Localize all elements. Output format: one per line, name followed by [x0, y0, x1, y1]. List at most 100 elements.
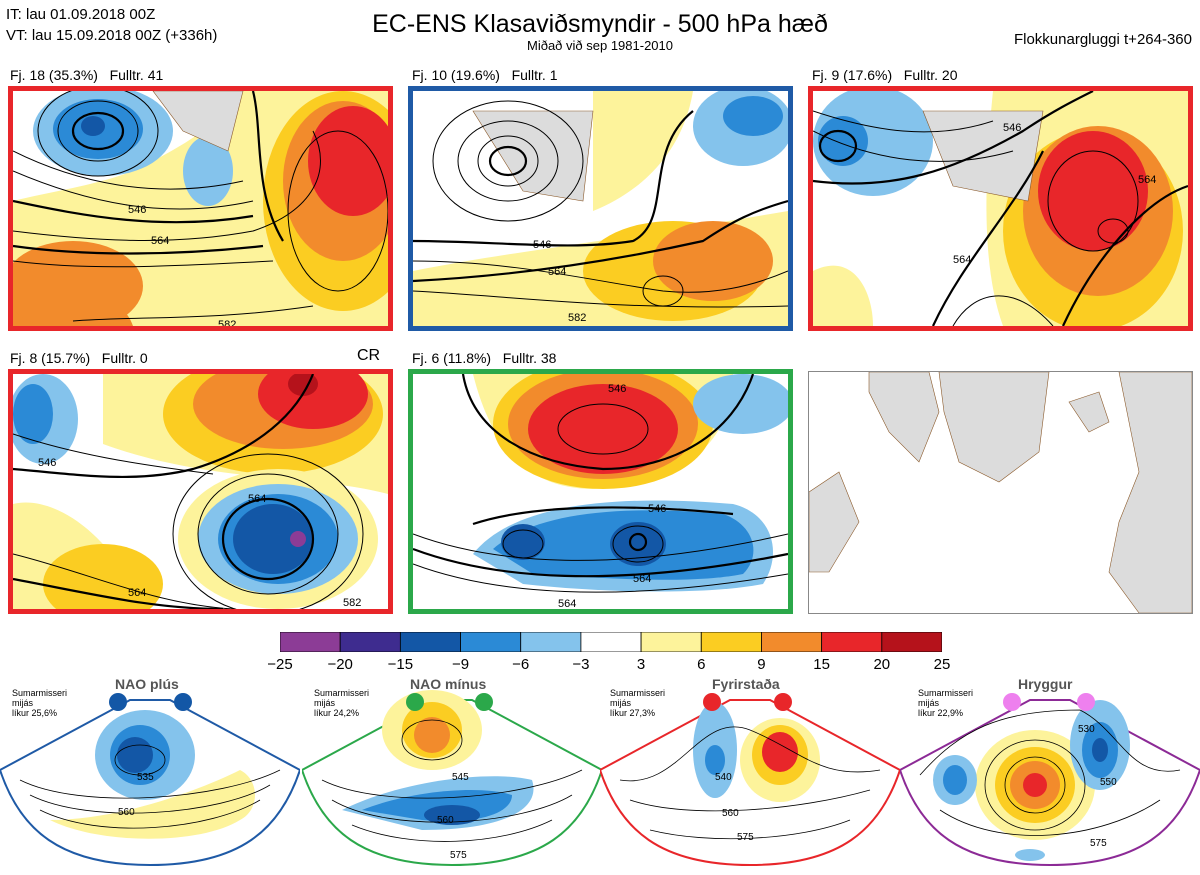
contour-label: 564 [1138, 174, 1156, 186]
warm-anomaly [13, 241, 143, 326]
map-1-svg: 546 564 582 [13, 91, 388, 326]
warm-anomaly-core [1038, 131, 1148, 251]
colorbar-swatch [881, 631, 943, 653]
page-subtitle: Miðað við sep 1981-2010 [527, 38, 673, 53]
regime-contour: 560 [118, 807, 135, 818]
colorbar-tick-label: −25 [267, 656, 293, 673]
panel-4-label: Fj. 8 (15.7%) Fulltr. 0 [10, 350, 148, 366]
regime-season: Sumarmisseri [12, 688, 68, 698]
regime-style: mijás [610, 698, 632, 708]
contour-label: 564 [151, 235, 169, 247]
colorbar-swatch [339, 631, 401, 653]
regime-contour: 535 [137, 772, 154, 783]
contour-label: 564 [128, 587, 146, 599]
reference-map-svg [809, 372, 1192, 613]
contour-label: 564 [633, 573, 651, 585]
colorbar-tick-label: 6 [697, 656, 706, 673]
regime-contour: 560 [437, 815, 454, 826]
regime-3-svg: 540 560 575 [598, 693, 902, 867]
map-2-svg: 546 564 582 [413, 91, 788, 326]
regime-contour: 530 [1078, 724, 1095, 735]
colorbar-tick-label: 15 [813, 656, 830, 673]
landmass-north-america [868, 372, 940, 463]
warm-anomaly [528, 384, 678, 474]
regime-title: Hryggur [1018, 676, 1073, 692]
regime-style: mijás [12, 698, 34, 708]
panel-3-label: Fj. 9 (17.6%) Fulltr. 20 [812, 67, 958, 83]
panel-2-label: Fj. 10 (19.6%) Fulltr. 1 [412, 67, 558, 83]
regime-contour: 550 [1100, 777, 1117, 788]
colorbar-swatch [399, 631, 461, 653]
contour-label: 546 [38, 457, 56, 469]
cold-anomaly [818, 116, 868, 166]
regime-style: mijás [918, 698, 940, 708]
panel-1-label: Fj. 18 (35.3%) Fulltr. 41 [10, 67, 164, 83]
colorbar-swatch [279, 631, 341, 653]
regime-contour: 575 [1090, 838, 1107, 849]
regime-contour: 560 [722, 808, 739, 819]
warm-anomaly [653, 221, 773, 301]
cold-anomaly [233, 504, 313, 574]
valid-time: VT: lau 15.09.2018 00Z (+336h) [6, 27, 218, 44]
regime-contour: 575 [450, 850, 467, 861]
colorbar-swatch [460, 631, 522, 653]
colorbar-tick-label: −20 [327, 656, 353, 673]
colorbar [279, 631, 943, 653]
contour-label: 546 [1003, 122, 1021, 134]
contour-label: 582 [218, 319, 236, 326]
regime-ridge[interactable]: 530 550 575 Sumarmisseri mijás líkur 22,… [898, 670, 1200, 870]
regime-blocking[interactable]: 540 560 575 Sumarmisseri mijás líkur 27,… [598, 670, 902, 870]
colorbar-tick-label: 20 [873, 656, 891, 673]
colorbar-tick-label: 9 [757, 656, 766, 673]
contour-label: 564 [248, 493, 266, 505]
colorbar-tick-label: 25 [933, 656, 951, 673]
regime-contour: 545 [452, 772, 469, 783]
colorbar-swatch [821, 631, 883, 653]
map-4-svg: 546 564 564 582 [13, 374, 388, 609]
colorbar-tick-label: −9 [451, 656, 470, 673]
contour-label: 582 [343, 597, 361, 609]
regime-title: NAO mínus [410, 676, 487, 692]
landmass-europe [1108, 372, 1192, 613]
colorbar-tick-label: −15 [387, 656, 414, 673]
header-info: IT: lau 01.09.2018 00Z VT: lau 15.09.201… [6, 4, 217, 46]
contour-label: 564 [558, 598, 576, 609]
regime-nao-minus[interactable]: 545 560 575 Sumarmisseri mijás líkur 24,… [300, 670, 604, 870]
landmass-greenland [938, 372, 1050, 483]
regime-probability: líkur 27,3% [610, 708, 656, 718]
colorbar-svg [279, 631, 943, 653]
colorbar-tick-label: −3 [572, 656, 590, 673]
classification-window: Flokkunargluggi t+264-360 [1013, 31, 1192, 48]
regime-season: Sumarmisseri [918, 688, 974, 698]
contour-label: 546 [128, 204, 146, 216]
regime-title: Fyrirstaða [712, 676, 780, 692]
regime-1-svg: 535 560 [0, 693, 302, 867]
reference-map [808, 371, 1193, 614]
regime-contour: 575 [737, 832, 754, 843]
colorbar-swatch [580, 631, 642, 653]
page-title: EC-ENS Klasaviðsmyndir - 500 hPa hæð [372, 10, 828, 38]
colorbar-tick-label: −6 [512, 656, 530, 673]
map-3-svg: 546 564 564 [813, 91, 1188, 326]
cluster-map-4[interactable]: 546 564 564 582 [8, 369, 393, 614]
colorbar-tick-label: 3 [636, 656, 646, 673]
regime-4-svg: 530 550 575 [898, 693, 1200, 867]
cluster-map-2[interactable]: 546 564 582 [408, 86, 793, 331]
regime-probability: líkur 24,2% [314, 708, 360, 718]
regime-season: Sumarmisseri [314, 688, 370, 698]
cluster-map-3[interactable]: 546 564 564 [808, 86, 1193, 331]
map-5-svg: 546 546 564 564 [413, 374, 788, 609]
colorbar-swatch [761, 631, 823, 653]
regime-nao-plus[interactable]: 535 560 Sumarmisseri mijás líkur 25,6% N… [0, 670, 302, 870]
colorbar-swatch [700, 631, 762, 653]
regime-probability: líkur 22,9% [918, 708, 964, 718]
initial-time: IT: lau 01.09.2018 00Z [6, 6, 156, 23]
cluster-map-5[interactable]: 546 546 564 564 [408, 369, 793, 614]
cold-anomaly [723, 96, 783, 136]
colorbar-swatch [640, 631, 702, 653]
warm-anomaly-core [308, 106, 388, 216]
regime-probability: líkur 25,6% [12, 708, 58, 718]
regime-2-svg: 545 560 575 [300, 690, 604, 867]
regime-contour: 540 [715, 772, 732, 783]
cluster-map-1[interactable]: 546 564 582 [8, 86, 393, 331]
